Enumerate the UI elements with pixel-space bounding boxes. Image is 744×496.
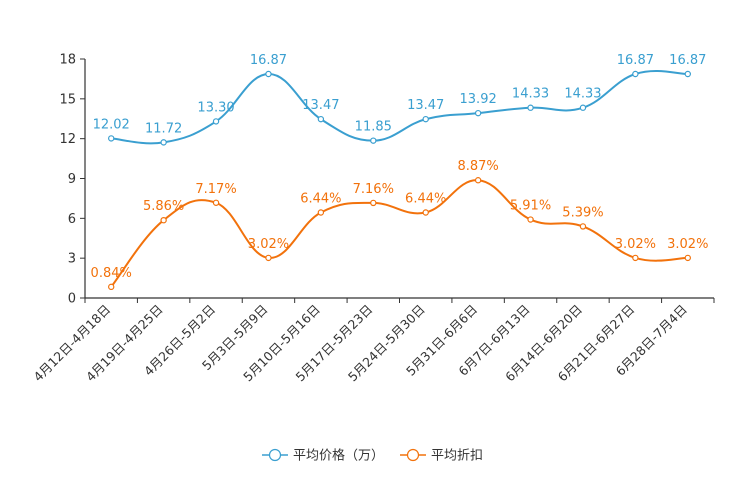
y-tick-label: 9 <box>68 172 76 187</box>
data-label: 11.85 <box>355 120 392 135</box>
data-label: 0.84% <box>91 266 132 281</box>
data-label: 6.44% <box>300 191 341 206</box>
data-label: 13.47 <box>407 98 444 113</box>
data-point[interactable] <box>422 115 429 123</box>
data-point[interactable] <box>160 216 167 224</box>
data-point[interactable] <box>317 209 325 216</box>
data-label: 13.92 <box>460 92 497 107</box>
data-point[interactable] <box>212 199 220 206</box>
data-label: 3.02% <box>667 237 708 252</box>
data-label: 11.72 <box>145 121 182 136</box>
data-point[interactable] <box>632 254 639 262</box>
legend-item[interactable]: 平均价格（万） <box>262 448 384 464</box>
data-label: 14.33 <box>564 87 601 102</box>
data-label: 5.39% <box>562 205 603 220</box>
data-point[interactable] <box>160 139 167 146</box>
data-label: 14.33 <box>512 87 549 102</box>
data-point[interactable] <box>579 104 587 111</box>
axes <box>84 59 714 299</box>
data-point[interactable] <box>265 254 272 262</box>
data-label: 13.30 <box>197 100 234 115</box>
data-point[interactable] <box>474 177 482 184</box>
data-label: 16.87 <box>617 53 654 68</box>
data-point[interactable] <box>684 70 691 78</box>
data-label: 5.91% <box>510 199 551 214</box>
data-point[interactable] <box>265 70 272 78</box>
data-point[interactable] <box>527 216 534 223</box>
data-point[interactable] <box>527 104 534 111</box>
data-point[interactable] <box>684 254 691 262</box>
data-label: 12.02 <box>93 117 130 132</box>
y-tick-label: 0 <box>68 292 76 307</box>
data-label: 5.86% <box>143 199 184 214</box>
legend-item[interactable]: 平均折扣 <box>400 449 483 464</box>
y-tick-label: 12 <box>59 132 76 147</box>
data-label: 3.02% <box>248 237 289 252</box>
y-ticks: 0 3 6 9 12 15 18 <box>59 53 85 307</box>
data-point[interactable] <box>108 283 115 291</box>
data-point[interactable] <box>579 223 587 230</box>
legend-marker-icon <box>406 448 420 462</box>
data-label: 13.47 <box>302 98 339 113</box>
legend-label: 平均价格（万） <box>293 448 384 464</box>
data-point[interactable] <box>212 118 220 125</box>
data-label: 8.87% <box>457 159 498 174</box>
data-point[interactable] <box>422 209 429 216</box>
y-tick-label: 6 <box>68 212 76 227</box>
y-tick-label: 18 <box>59 53 76 68</box>
data-label: 7.16% <box>353 182 394 197</box>
data-point[interactable] <box>108 135 115 142</box>
series-1: 12.02 11.72 13.30 16.87 13.47 11.85 13.47 13.92… <box>93 53 706 146</box>
y-tick-label: 15 <box>59 92 76 107</box>
data-point[interactable] <box>317 115 325 123</box>
series-2: 0.84% 5.86% 7.17% 3.02% 6.44% 7.16% 6.44% 8.87%… <box>91 159 708 291</box>
x-ticks: 4月12日-4月18日4月19日-4月25日4月26日-5月2日5月3日-5月9… <box>30 298 715 384</box>
legend-label: 平均折扣 <box>431 449 483 464</box>
data-point[interactable] <box>370 199 377 207</box>
data-point[interactable] <box>632 70 639 78</box>
data-label: 7.17% <box>195 182 236 197</box>
legend-marker-icon <box>268 448 282 462</box>
data-label: 16.87 <box>669 53 706 68</box>
data-label: 6.44% <box>405 191 446 206</box>
data-label: 3.02% <box>615 237 656 252</box>
y-tick-label: 3 <box>68 252 76 267</box>
legend: 平均价格（万） 平均折扣 <box>262 448 483 464</box>
data-point[interactable] <box>474 109 482 117</box>
data-label: 16.87 <box>250 53 287 68</box>
data-point[interactable] <box>370 137 377 144</box>
